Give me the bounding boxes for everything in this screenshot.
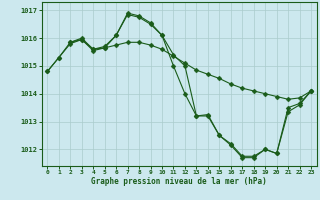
- X-axis label: Graphe pression niveau de la mer (hPa): Graphe pression niveau de la mer (hPa): [91, 177, 267, 186]
